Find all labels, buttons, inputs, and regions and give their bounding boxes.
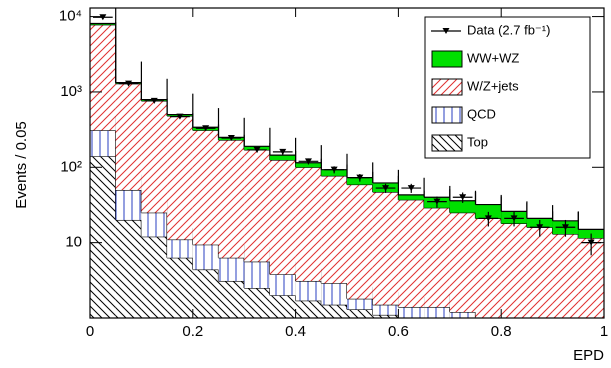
histogram-bar: [321, 304, 347, 318]
histogram-bar: [244, 261, 270, 289]
data-point: [227, 134, 235, 141]
histogram-bar: [449, 312, 476, 318]
data-point: [433, 198, 441, 205]
histogram-bar: [90, 24, 116, 131]
y-tick-label: 10²: [60, 158, 82, 175]
histogram-bar: [90, 23, 116, 25]
data-point: [536, 224, 544, 231]
histogram-bar: [347, 309, 373, 318]
histogram-bar: [192, 244, 219, 270]
histogram-bar: [244, 288, 270, 318]
histogram-bar: [475, 218, 502, 318]
data-point: [459, 194, 467, 201]
legend-symbol: [431, 50, 463, 68]
histogram-bar: [269, 274, 296, 296]
data-point: [561, 224, 569, 231]
histogram-bar: [501, 223, 527, 318]
data-point: [484, 215, 492, 222]
data-point: [176, 113, 184, 120]
histogram-bar: [218, 280, 245, 318]
legend-symbol: [442, 28, 450, 34]
histogram-bar: [269, 155, 296, 160]
histogram-bar: [295, 280, 322, 301]
legend-label: Top: [467, 134, 488, 149]
histogram-bar: [295, 167, 322, 281]
histogram-bar: [449, 212, 476, 313]
legend-symbol: [431, 106, 463, 124]
histogram-bar: [424, 207, 450, 307]
data-point: [382, 185, 390, 192]
legend-label: W/Z+jets: [467, 78, 519, 93]
data-point: [510, 215, 518, 222]
histogram-bar: [141, 212, 168, 237]
histogram-bar: [372, 192, 399, 305]
histogram-bar: [218, 140, 245, 258]
x-tick-label: 0.8: [491, 323, 512, 340]
legend-label: WW+WZ: [467, 50, 519, 65]
data-point: [125, 80, 133, 87]
data-point: [279, 148, 287, 155]
histogram-bar: [192, 269, 219, 318]
histogram-bar: [347, 184, 373, 299]
histogram-bar: [321, 283, 347, 305]
histogram-bar: [475, 204, 502, 219]
histogram-bar: [449, 200, 476, 213]
data-point: [150, 97, 158, 104]
x-tick-label: 1: [600, 323, 608, 340]
legend-label: Data (2.7 fb⁻¹): [467, 22, 550, 37]
data-point: [304, 158, 312, 165]
x-axis-label: EPD: [573, 347, 604, 364]
data-point: [356, 174, 364, 181]
histogram-bar: [398, 194, 425, 200]
histogram-bar: [269, 295, 296, 318]
legend-symbol: [431, 78, 463, 96]
histogram-bar: [115, 83, 142, 190]
histogram-bar: [244, 149, 270, 262]
histogram-bar: [424, 306, 450, 318]
histogram-bar: [372, 314, 399, 318]
histogram-bar: [398, 199, 425, 307]
x-tick-label: 0: [86, 323, 94, 340]
y-tick-label: 10⁴: [59, 8, 82, 25]
x-tick-label: 0.4: [285, 323, 306, 340]
legend-label: QCD: [467, 106, 496, 121]
histogram-bar: [167, 239, 193, 258]
y-axis-label: Events / 0.05: [13, 121, 30, 209]
data-point: [99, 14, 107, 21]
histogram-bar: [372, 304, 399, 315]
histogram-bar: [167, 115, 193, 240]
histogram-bar: [167, 257, 193, 318]
y-tick-label: 10: [65, 234, 82, 251]
legend-symbol: [431, 134, 463, 152]
histogram-bar: [526, 227, 553, 318]
histogram-bar: [552, 234, 579, 318]
plot-frame: [89, 7, 605, 319]
histogram-bar: [115, 189, 142, 220]
histogram-bar: [90, 156, 116, 318]
histogram-bar: [90, 130, 116, 157]
histogram-bar: [192, 130, 219, 245]
histogram-bar: [347, 298, 373, 310]
histogram-bar: [218, 257, 245, 281]
data-point: [587, 239, 595, 246]
plot-area: [90, 8, 604, 318]
data-point: [407, 185, 415, 192]
x-tick-label: 0.6: [388, 323, 409, 340]
data-point: [253, 146, 261, 153]
histogram-bar: [295, 300, 322, 318]
histogram-bar: [269, 159, 296, 275]
histogram-bar: [141, 236, 168, 318]
histogram-bar: [141, 100, 168, 213]
histogram-bar: [295, 162, 322, 168]
legend: Data (2.7 fb⁻¹) WW+WZ W/Z+jets QCD Top: [424, 16, 591, 159]
histogram-bar: [321, 175, 347, 284]
data-point: [202, 125, 210, 132]
histogram-bar: [398, 306, 425, 318]
data-point: [330, 166, 338, 173]
x-tick-label: 0.2: [182, 323, 203, 340]
y-tick-label: 10³: [60, 83, 82, 100]
histogram-bar: [115, 219, 142, 318]
